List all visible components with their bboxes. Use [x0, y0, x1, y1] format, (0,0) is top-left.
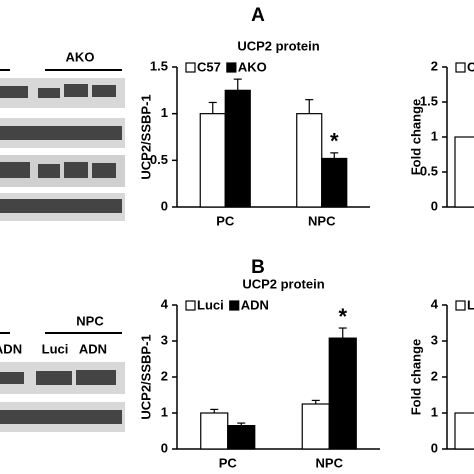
y-tick-label: 0: [161, 440, 168, 455]
bar: [321, 157, 348, 208]
y-tick-label: 2: [431, 368, 438, 383]
blot-group-label: NPC: [76, 313, 104, 328]
y-axis-label: Fold change: [408, 339, 423, 416]
legend-label: Luci: [197, 297, 224, 312]
legend-label: C57: [197, 59, 221, 74]
y-tick-label: 1: [161, 404, 168, 419]
bar: [301, 403, 330, 450]
y-tick-label: 2: [161, 368, 168, 383]
y-tick-label: 3: [161, 332, 168, 347]
y-tick-label: 0.5: [150, 152, 168, 167]
lane-label: Luci: [42, 341, 69, 356]
annotation: *: [338, 304, 347, 329]
annotation: *: [330, 129, 339, 154]
bar: [224, 89, 251, 208]
y-tick-label: 0: [431, 440, 438, 455]
legend-swatch: [185, 62, 196, 73]
y-axis-label: UCP2/SSBP-1: [138, 334, 153, 419]
bar: [454, 136, 474, 208]
y-tick-label: 1: [431, 404, 438, 419]
x-tick-label: NPC: [316, 455, 344, 470]
y-tick-label: 4: [161, 296, 169, 311]
legend-swatch: [455, 300, 466, 311]
bar: [200, 412, 229, 450]
legend-label: AKO: [238, 59, 267, 74]
legend-label: ADN: [241, 297, 269, 312]
bar: [328, 337, 357, 450]
x-tick-label: NPC: [308, 213, 336, 228]
x-tick-label: PC: [219, 455, 238, 470]
legend-label: C: [467, 59, 474, 74]
chart-title: UCP2 protein: [237, 38, 319, 53]
bar: [454, 412, 474, 450]
y-tick-label: 0.5: [420, 163, 438, 178]
y-axis-label: Fold change: [408, 99, 423, 176]
legend-swatch: [229, 300, 240, 311]
legend-label: L: [467, 297, 474, 312]
blot-top: AKO: [0, 49, 125, 221]
lane-label: ADN: [0, 341, 22, 356]
y-tick-label: 0: [161, 198, 168, 213]
bar: [296, 113, 323, 208]
legend-swatch: [455, 62, 466, 73]
y-tick-label: 1.5: [150, 58, 168, 73]
panel-label: B: [251, 257, 265, 278]
bar: [199, 113, 226, 208]
blot-bottom: NPC ADN Luci ADN: [0, 313, 125, 432]
y-tick-label: 1: [161, 105, 168, 120]
y-tick-label: 1: [431, 128, 438, 143]
blot-group-label: AKO: [66, 49, 95, 64]
y-tick-label: 2: [431, 58, 438, 73]
x-tick-label: PC: [216, 213, 235, 228]
y-axis-label: UCP2/SSBP-1: [138, 94, 153, 179]
legend-swatch: [226, 62, 237, 73]
panel-label: A: [251, 5, 265, 26]
bar: [227, 425, 256, 450]
legend-swatch: [185, 300, 196, 311]
y-tick-label: 1.5: [420, 93, 438, 108]
lane-label: ADN: [79, 341, 107, 356]
y-tick-label: 0: [431, 198, 438, 213]
y-tick-label: 3: [431, 332, 438, 347]
chart-title: UCP2 protein: [242, 276, 324, 291]
y-tick-label: 4: [431, 296, 439, 311]
